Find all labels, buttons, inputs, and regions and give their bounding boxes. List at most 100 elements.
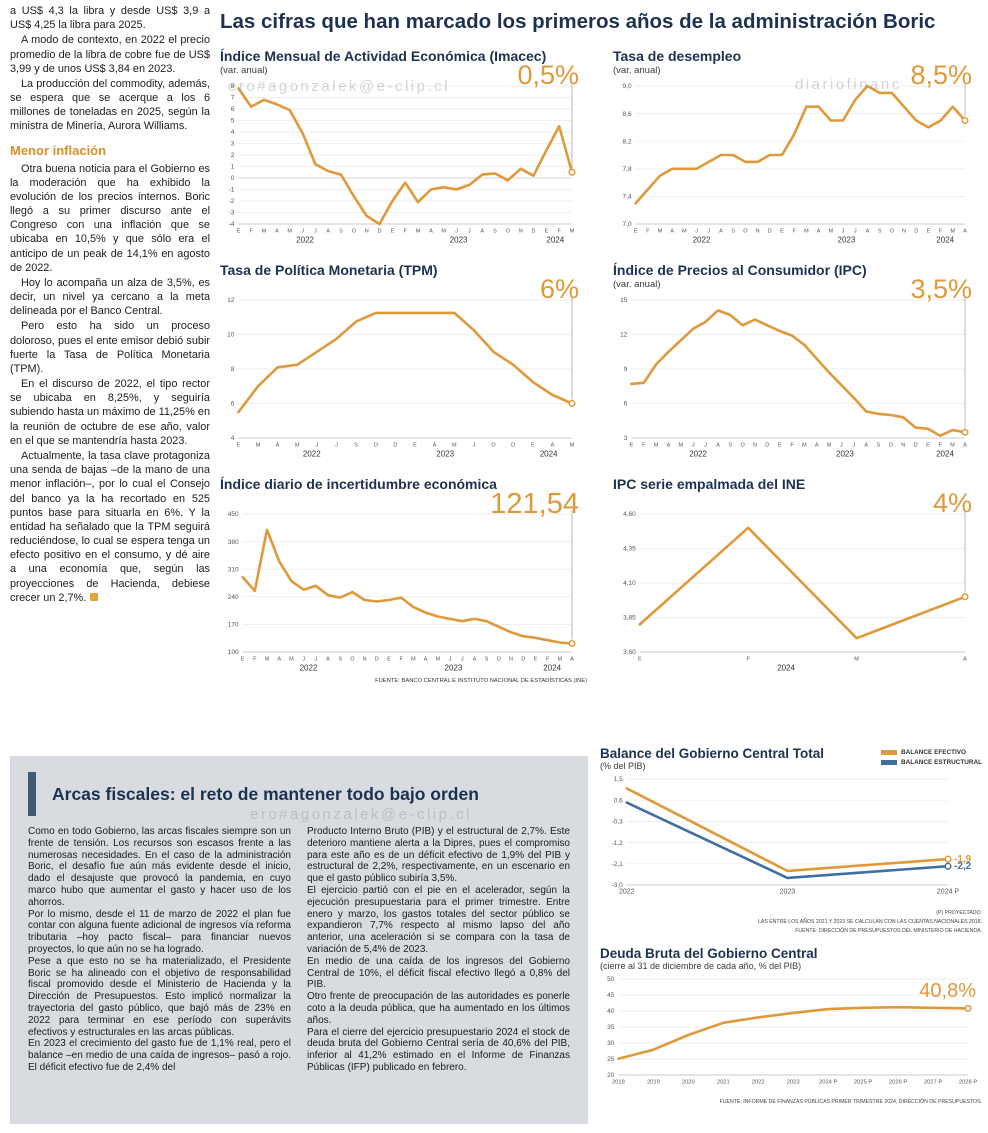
svg-text:40: 40 bbox=[607, 1008, 615, 1015]
svg-text:-4: -4 bbox=[229, 221, 235, 228]
svg-text:F: F bbox=[558, 229, 562, 235]
svg-text:M: M bbox=[804, 229, 809, 235]
svg-text:J: J bbox=[449, 657, 452, 663]
svg-text:12: 12 bbox=[227, 297, 235, 304]
svg-text:F: F bbox=[939, 229, 943, 235]
svg-text:0: 0 bbox=[231, 175, 235, 182]
svg-text:A: A bbox=[473, 657, 477, 663]
svg-text:2023: 2023 bbox=[780, 889, 796, 896]
svg-text:A: A bbox=[433, 443, 437, 449]
svg-text:2021: 2021 bbox=[717, 1079, 730, 1085]
svg-text:A: A bbox=[275, 229, 279, 235]
svg-text:6: 6 bbox=[624, 401, 628, 408]
svg-text:J: J bbox=[468, 229, 471, 235]
svg-text:2: 2 bbox=[231, 152, 235, 159]
chart-value-label: 0,5% bbox=[517, 60, 579, 90]
svg-text:F: F bbox=[646, 229, 650, 235]
svg-text:3,85: 3,85 bbox=[623, 615, 636, 622]
svg-text:D: D bbox=[378, 229, 382, 235]
chart-footnotes: (P) PROYECTADO. LAS ENTRE LOS AÑOS 2021 … bbox=[600, 909, 982, 936]
article-paragraph: Como en todo Gobierno, las arcas fiscale… bbox=[28, 826, 291, 908]
svg-text:2028 P: 2028 P bbox=[959, 1079, 978, 1085]
svg-text:J: J bbox=[840, 443, 843, 449]
svg-text:M: M bbox=[679, 443, 684, 449]
svg-text:2023: 2023 bbox=[836, 450, 854, 459]
svg-text:S: S bbox=[731, 229, 735, 235]
source-note: FUENTE: INFORME DE FINANZAS PÚBLICAS PRI… bbox=[719, 1098, 982, 1105]
svg-text:3: 3 bbox=[624, 435, 628, 442]
fiscal-article-box: Arcas fiscales: el reto de mantener todo… bbox=[10, 756, 588, 1124]
svg-text:E: E bbox=[780, 229, 784, 235]
svg-text:S: S bbox=[493, 229, 497, 235]
svg-text:E: E bbox=[237, 229, 241, 235]
svg-text:N: N bbox=[753, 443, 757, 449]
chart-title: IPC serie empalmada del INE bbox=[613, 476, 806, 492]
svg-text:M: M bbox=[295, 443, 300, 449]
svg-text:F: F bbox=[747, 657, 751, 663]
chart-title: Balance del Gobierno Central Total bbox=[600, 746, 825, 761]
svg-text:2023: 2023 bbox=[450, 236, 468, 245]
svg-text:-1,9: -1,9 bbox=[954, 854, 972, 865]
svg-text:O: O bbox=[506, 229, 511, 235]
svg-text:N: N bbox=[902, 229, 906, 235]
legend-label: BALANCE ESTRUCTURAL bbox=[901, 759, 982, 766]
svg-text:M: M bbox=[654, 443, 659, 449]
svg-text:F: F bbox=[939, 443, 943, 449]
svg-text:D: D bbox=[521, 657, 525, 663]
svg-text:O: O bbox=[350, 657, 355, 663]
svg-text:2022: 2022 bbox=[689, 450, 707, 459]
svg-text:9: 9 bbox=[624, 366, 628, 373]
chart-legend: BALANCE EFECTIVO BALANCE ESTRUCTURAL bbox=[881, 746, 982, 766]
svg-text:100: 100 bbox=[228, 649, 239, 656]
chart-value-label: 121,54 bbox=[490, 488, 579, 520]
legend-item-efectivo: BALANCE EFECTIVO bbox=[881, 749, 966, 756]
svg-text:E: E bbox=[531, 443, 535, 449]
svg-text:2023: 2023 bbox=[436, 450, 454, 459]
svg-text:310: 310 bbox=[228, 566, 239, 573]
svg-text:2024: 2024 bbox=[543, 664, 561, 673]
svg-text:F: F bbox=[642, 443, 646, 449]
fiscal-article-column-2: Producto Interno Bruto (PIB) y el estruc… bbox=[307, 826, 570, 1074]
desempleo-line-chart: 9,08,68,27,87,47,0E F M A M J J A S O N D E F M A M J J A S O… bbox=[623, 82, 969, 245]
svg-text:4,10: 4,10 bbox=[623, 580, 636, 587]
svg-text:F: F bbox=[793, 229, 797, 235]
svg-text:9,0: 9,0 bbox=[623, 83, 632, 90]
chart-value-label: 40,8% bbox=[919, 979, 976, 1002]
legend-item-estructural: BALANCE ESTRUCTURAL bbox=[881, 759, 982, 766]
fiscal-article-column-1: Como en todo Gobierno, las arcas fiscale… bbox=[28, 826, 291, 1074]
footnote: LAS ENTRE LOS AÑOS 2021 Y 2023 SE CALCUL… bbox=[757, 918, 982, 925]
svg-text:-1: -1 bbox=[229, 187, 235, 194]
chart-value-label: 4% bbox=[932, 488, 972, 518]
svg-text:J: J bbox=[316, 443, 319, 449]
svg-text:0,6: 0,6 bbox=[614, 797, 623, 804]
article-paragraph: Para el cierre del ejercicio presupuesta… bbox=[307, 1026, 570, 1073]
chart-title: Tasa de Política Monetaria (TPM) bbox=[220, 262, 438, 278]
svg-text:O: O bbox=[352, 229, 357, 235]
chart-ipc-empalmada: IPC serie empalmada del INE 4% 4,60 4,35 4… bbox=[613, 476, 980, 684]
svg-text:8: 8 bbox=[231, 366, 235, 373]
svg-text:M: M bbox=[570, 443, 575, 449]
svg-text:M: M bbox=[802, 443, 807, 449]
svg-text:J: J bbox=[854, 229, 857, 235]
svg-text:45: 45 bbox=[607, 992, 615, 999]
svg-text:240: 240 bbox=[228, 594, 239, 601]
chart-incertidumbre: Índice diario de incertidumbre económica… bbox=[220, 476, 587, 684]
bottom-charts-column: Balance del Gobierno Central Total (% de… bbox=[600, 746, 982, 1116]
svg-text:A: A bbox=[424, 657, 428, 663]
charts-section: Las cifras que han marcado los primeros … bbox=[220, 10, 980, 684]
svg-text:M: M bbox=[658, 229, 663, 235]
svg-text:J: J bbox=[314, 229, 317, 235]
svg-text:A: A bbox=[963, 229, 967, 235]
svg-text:2024: 2024 bbox=[546, 236, 564, 245]
svg-text:8: 8 bbox=[231, 83, 235, 90]
svg-text:O: O bbox=[743, 229, 748, 235]
svg-text:N: N bbox=[519, 229, 523, 235]
svg-text:J: J bbox=[842, 229, 845, 235]
svg-text:E: E bbox=[778, 443, 782, 449]
svg-text:A: A bbox=[719, 229, 723, 235]
article-paragraph: Pero esto ha sido un proceso doloroso, p… bbox=[10, 320, 210, 375]
svg-text:D: D bbox=[765, 443, 769, 449]
